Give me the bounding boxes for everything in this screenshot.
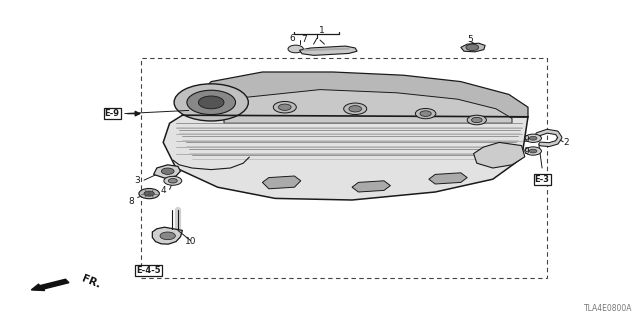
Text: 4: 4 xyxy=(161,186,166,195)
Circle shape xyxy=(466,44,479,51)
FancyArrow shape xyxy=(31,279,69,291)
Circle shape xyxy=(161,168,174,174)
Polygon shape xyxy=(182,72,528,117)
Text: 9: 9 xyxy=(524,148,529,156)
Circle shape xyxy=(278,104,291,110)
Polygon shape xyxy=(461,43,485,52)
Circle shape xyxy=(144,191,154,196)
Text: 8: 8 xyxy=(129,197,134,206)
Circle shape xyxy=(164,176,182,185)
Circle shape xyxy=(160,232,175,240)
Text: E-3: E-3 xyxy=(534,175,550,184)
Text: TLA4E0800A: TLA4E0800A xyxy=(584,304,632,313)
Circle shape xyxy=(288,45,303,53)
Text: 5: 5 xyxy=(468,36,473,44)
Polygon shape xyxy=(152,227,182,244)
Circle shape xyxy=(187,90,236,115)
Polygon shape xyxy=(300,46,357,55)
Circle shape xyxy=(344,103,367,115)
Polygon shape xyxy=(262,176,301,189)
Polygon shape xyxy=(163,115,528,200)
Circle shape xyxy=(139,188,159,199)
Text: E-4-5: E-4-5 xyxy=(136,266,161,275)
Polygon shape xyxy=(224,90,512,123)
Circle shape xyxy=(198,96,224,109)
Polygon shape xyxy=(474,142,525,168)
Circle shape xyxy=(349,106,362,112)
Circle shape xyxy=(415,108,436,119)
Circle shape xyxy=(525,147,541,155)
Circle shape xyxy=(168,179,177,183)
Text: 10: 10 xyxy=(185,237,196,246)
Circle shape xyxy=(529,149,537,153)
Circle shape xyxy=(525,134,541,142)
Polygon shape xyxy=(352,181,390,192)
Text: 3: 3 xyxy=(135,176,140,185)
Text: 1: 1 xyxy=(319,26,324,35)
Bar xyxy=(141,58,547,278)
Text: 7: 7 xyxy=(301,36,307,44)
Text: E-9: E-9 xyxy=(104,109,120,118)
Polygon shape xyxy=(154,165,180,178)
Text: FR.: FR. xyxy=(80,273,102,290)
Circle shape xyxy=(174,84,248,121)
Circle shape xyxy=(420,111,431,116)
Text: 9: 9 xyxy=(524,135,529,144)
Circle shape xyxy=(472,117,482,123)
Text: 6: 6 xyxy=(289,34,294,43)
Polygon shape xyxy=(429,173,467,184)
Circle shape xyxy=(467,115,486,125)
Circle shape xyxy=(273,101,296,113)
Circle shape xyxy=(529,136,537,140)
Text: 2: 2 xyxy=(564,138,569,147)
